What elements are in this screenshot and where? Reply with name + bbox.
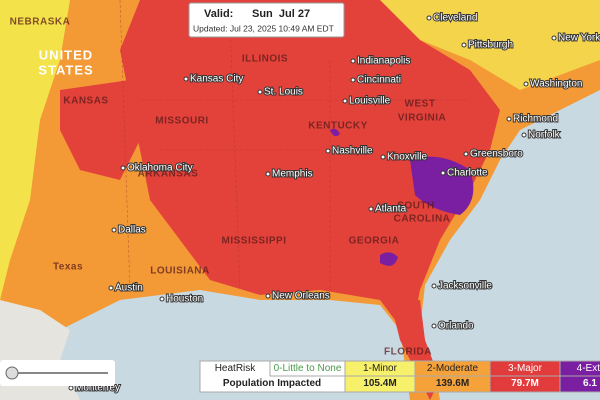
state-label: ARKANSAS — [138, 169, 199, 180]
city-dot — [426, 15, 432, 21]
legend-level-name: 4-Extr — [577, 363, 600, 374]
city-dot — [108, 285, 114, 291]
country-label: UNITED — [39, 47, 93, 62]
city-dot — [120, 165, 126, 171]
city-label: Indianapolis — [357, 56, 410, 67]
state-label: FLORIDA — [384, 347, 432, 358]
city-label: Austin — [115, 283, 143, 294]
info-box: Valid: Sun Jul 27 Updated: Jul 23, 2025 … — [188, 2, 345, 38]
state-label: KANSAS — [63, 96, 108, 107]
city-dot — [431, 323, 437, 329]
city-label: Memphis — [272, 169, 313, 180]
time-slider[interactable] — [0, 360, 115, 386]
legend-level-name: 3-Major — [508, 363, 543, 374]
atlantic-ocean — [420, 90, 600, 400]
city-dot — [551, 35, 557, 41]
major-area — [60, 80, 140, 180]
city-dot — [463, 151, 469, 157]
city-dot — [159, 296, 165, 302]
legend-pop-value: 105.4M — [363, 378, 396, 389]
city-label: New York — [558, 33, 600, 44]
city-label: Cincinnati — [357, 75, 401, 86]
city-label: Oklahoma City — [127, 163, 193, 174]
city-label: Cleveland — [433, 13, 477, 24]
city-label: Washington — [530, 79, 582, 90]
legend-pop-cell — [559, 375, 600, 393]
state-label: MISSOURI — [155, 116, 208, 127]
city-label: Knoxville — [387, 152, 427, 163]
valid-date: Sun Jul 27 — [252, 8, 310, 20]
state-label: KENTUCKY — [308, 121, 368, 132]
city-label: Houston — [166, 294, 203, 305]
state-label: CAROLINA — [394, 214, 451, 225]
state-label: Texas — [53, 262, 83, 273]
state-borders — [119, 0, 470, 291]
city-dot — [350, 77, 356, 83]
city-label: Charlotte — [447, 168, 488, 179]
legend: HeatRisk Population Impacted 0-Little to N… — [199, 360, 600, 393]
state-label: SOUTH — [397, 201, 435, 212]
legend-pop-value: 6.1 — [583, 378, 597, 389]
legend-header: HeatRisk — [215, 363, 257, 374]
state-label: LOUISIANA — [150, 266, 210, 277]
city-dot — [368, 206, 374, 212]
city-label: Jacksonville — [438, 281, 492, 292]
city-dot — [68, 385, 74, 391]
legend-pop-value: 79.7M — [511, 378, 539, 389]
city-label: Nashville — [332, 146, 373, 157]
info-box-bg — [188, 2, 345, 38]
city-label: Louisville — [349, 96, 391, 107]
state-label: MISSISSIPPI — [222, 236, 287, 247]
city-label: Kansas City — [190, 74, 243, 85]
state-label: VIRGINIA — [398, 113, 446, 124]
city-dot — [521, 132, 527, 138]
city-dot — [183, 76, 189, 82]
city-dot — [342, 98, 348, 104]
legend-row-label: Population Impacted — [223, 378, 321, 389]
minor-area — [380, 0, 600, 90]
legend-level-name: 2-Moderate — [427, 363, 479, 374]
city-dot — [380, 154, 386, 160]
slider-handle[interactable] — [5, 366, 19, 380]
city-dot — [461, 42, 467, 48]
city-label: Dallas — [118, 225, 146, 236]
state-label: GEORGIA — [349, 236, 400, 247]
city-dot — [325, 148, 331, 154]
city-dot — [431, 283, 437, 289]
updated-time: Updated: Jul 23, 2025 10:49 AM EDT — [193, 23, 334, 33]
major-area — [120, 0, 500, 340]
city-label: Orlando — [438, 321, 474, 332]
city-dot — [111, 227, 117, 233]
city-dot — [350, 58, 356, 64]
city-label: New Orleans — [272, 291, 330, 302]
legend-pop-value: 139.6M — [436, 378, 469, 389]
city-dot — [257, 89, 263, 95]
city-dot — [523, 81, 529, 87]
country-label: STATES — [38, 62, 93, 77]
city-label: Atlanta — [375, 204, 407, 215]
city-dot — [265, 171, 271, 177]
legend-level-name: 0-Little to None — [274, 363, 342, 374]
minor-area — [0, 0, 70, 300]
city-label: Norfolk — [528, 130, 561, 141]
state-label: ILLINOIS — [242, 54, 288, 65]
state-label: NEBRASKA — [10, 17, 71, 28]
city-label: Greensboro — [470, 149, 523, 160]
state-label: WEST — [405, 99, 436, 110]
city-dot — [265, 293, 271, 299]
extreme-area — [410, 156, 474, 215]
city-label: St. Louis — [264, 87, 303, 98]
city-label: Pittsburgh — [468, 40, 513, 51]
city-dot — [440, 170, 446, 176]
city-dot — [506, 116, 512, 122]
legend-level-name: 1-Minor — [363, 363, 398, 374]
valid-label: Valid: — [204, 8, 233, 20]
city-label: Richmond — [513, 114, 558, 125]
